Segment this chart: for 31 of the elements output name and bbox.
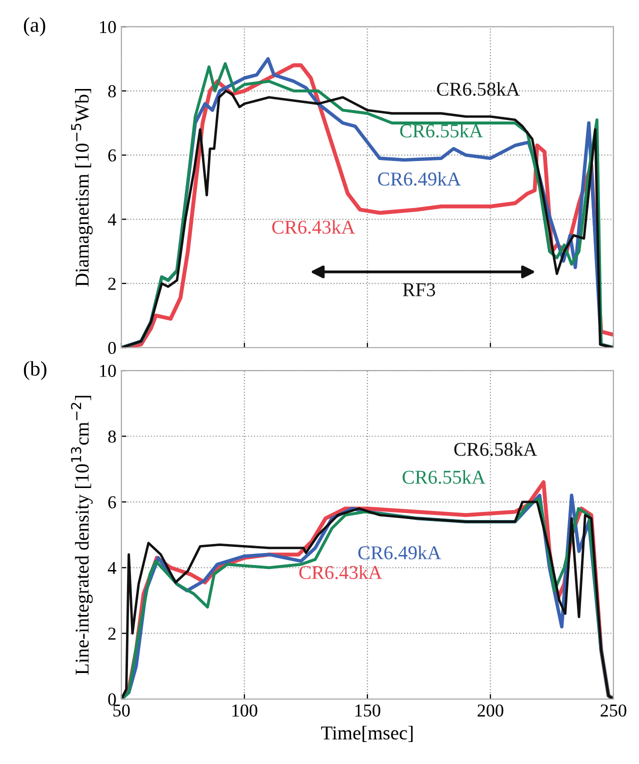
series-label: CR6.55kA: [400, 124, 483, 138]
chart-title: (a): [24, 17, 46, 36]
x-tick-label: 250: [600, 704, 626, 717]
x-tick-label: 100: [232, 704, 258, 717]
x-tick-label: 150: [355, 704, 380, 717]
y-axis-title: Line-integrated density [10$^{13}$cm$^{−2}$]: [70, 396, 93, 675]
series-label: CR6.43kA: [272, 220, 356, 234]
y-tick-label: 8: [108, 430, 116, 443]
text: CR6.58kA: [454, 442, 538, 456]
x-axis-title: Time[msec]: [321, 726, 413, 742]
x-tick-label: 50: [113, 704, 130, 717]
y-tick-label: 0: [108, 342, 116, 354]
y-tick-label: 6: [108, 496, 116, 508]
y-tick-label: 8: [108, 85, 116, 98]
y-axis-title: Diamagnetism [10$^{−5}$Wb]: [71, 88, 93, 286]
series-label: CR6.49kA: [378, 172, 461, 186]
y-tick-label: 4: [108, 562, 116, 574]
y-tick-label: 10: [100, 364, 116, 377]
series-label: CR6.49kA: [358, 546, 442, 560]
series-label: CR6.43kA: [299, 565, 382, 580]
y-tick-label: 2: [108, 278, 116, 290]
y-tick-label: 0: [108, 693, 116, 706]
y-tick-label: 10: [100, 20, 116, 34]
series-label: CR6.58kA: [437, 82, 520, 96]
series-label: CR6.55kA: [402, 470, 486, 484]
y-tick-label: 4: [108, 214, 116, 226]
chart-title: (b): [24, 361, 46, 380]
x-tick-label: 200: [478, 704, 504, 717]
y-tick-label: 6: [108, 149, 116, 162]
annotation: RF3: [402, 283, 436, 296]
y-tick-label: 2: [108, 628, 116, 640]
